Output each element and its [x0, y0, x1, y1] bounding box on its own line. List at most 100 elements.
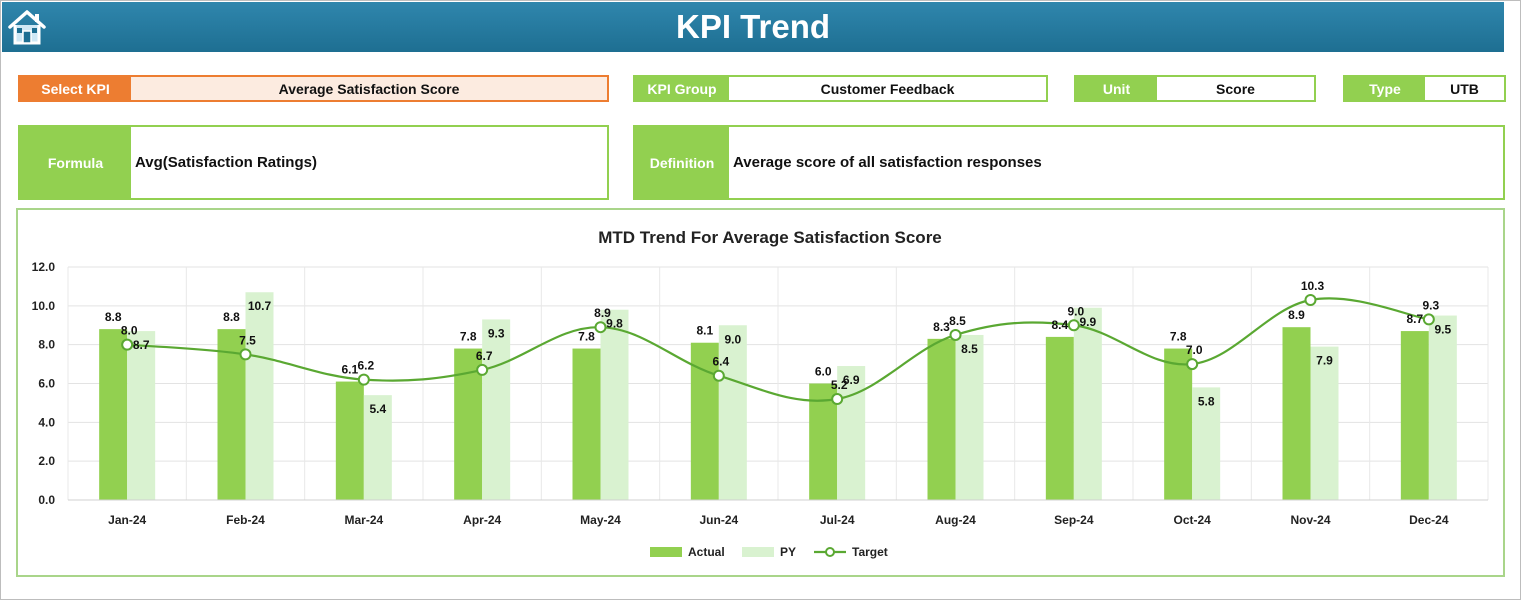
py-bar — [482, 319, 511, 500]
target-data-label: 6.2 — [357, 359, 374, 373]
definition-value: Average score of all satisfaction respon… — [733, 154, 1042, 171]
legend-py-swatch — [742, 547, 774, 557]
type-field: Type UTB — [1343, 75, 1506, 102]
x-tick-label: Jul-24 — [820, 513, 855, 527]
py-data-label: 10.7 — [248, 299, 272, 313]
target-point — [121, 338, 134, 351]
py-bar — [1310, 346, 1339, 500]
actual-data-label: 8.3 — [933, 320, 950, 334]
formula-label: Formula — [20, 127, 131, 198]
target-point — [1186, 358, 1199, 371]
target-point — [357, 373, 370, 386]
py-bar — [718, 325, 747, 500]
home-icon[interactable] — [6, 7, 48, 47]
py-bar — [955, 334, 984, 500]
py-bar — [1073, 307, 1102, 500]
legend-py-label: PY — [780, 545, 796, 559]
y-tick-label: 10.0 — [32, 299, 56, 313]
target-point — [949, 328, 962, 341]
py-data-label: 5.8 — [1198, 394, 1215, 408]
py-data-label: 8.7 — [133, 338, 150, 352]
legend-target-label: Target — [852, 545, 888, 559]
actual-data-label: 6.1 — [341, 363, 358, 377]
actual-data-label: 8.7 — [1406, 312, 1423, 326]
actual-data-label: 6.0 — [815, 365, 832, 379]
actual-bar — [572, 348, 601, 500]
y-tick-label: 12.0 — [32, 260, 56, 274]
target-data-label: 7.5 — [239, 333, 256, 347]
py-data-label: 9.9 — [1079, 315, 1096, 329]
target-point — [594, 321, 607, 334]
py-data-label: 9.5 — [1434, 323, 1451, 337]
unit-value: Score — [1216, 80, 1255, 97]
actual-data-label: 8.8 — [105, 310, 122, 324]
py-bar — [1428, 315, 1457, 500]
formula-field: Formula Avg(Satisfaction Ratings) — [18, 125, 609, 200]
target-data-label: 7.0 — [1186, 343, 1203, 357]
actual-bar — [1282, 327, 1311, 500]
py-data-label: 9.3 — [488, 326, 505, 340]
actual-bar — [1400, 331, 1429, 500]
target-data-label: 6.7 — [476, 349, 493, 363]
actual-data-label: 8.1 — [696, 324, 713, 338]
target-point — [1422, 313, 1435, 326]
target-data-label: 5.2 — [831, 378, 848, 392]
actual-bar — [99, 329, 128, 500]
type-label: Type — [1345, 77, 1425, 100]
py-data-label: 6.9 — [843, 373, 860, 387]
y-tick-label: 4.0 — [38, 415, 55, 429]
unit-label: Unit — [1076, 77, 1157, 100]
actual-data-label: 8.4 — [1051, 318, 1068, 332]
legend-actual-label: Actual — [688, 545, 725, 559]
actual-data-label: 7.8 — [1170, 330, 1187, 344]
y-tick-label: 8.0 — [38, 338, 55, 352]
x-tick-label: Oct-24 — [1173, 513, 1211, 527]
x-tick-label: Dec-24 — [1409, 513, 1449, 527]
target-point — [1067, 319, 1080, 332]
py-data-label: 7.9 — [1316, 354, 1333, 368]
py-bar — [600, 309, 629, 500]
chart-panel: MTD Trend For Average Satisfaction Score… — [16, 208, 1505, 577]
target-data-label: 9.0 — [1067, 304, 1084, 318]
py-data-label: 9.0 — [724, 332, 741, 346]
header-bar: KPI Trend — [2, 2, 1504, 52]
select-kpi-label: Select KPI — [20, 77, 131, 100]
x-tick-label: Nov-24 — [1290, 513, 1330, 527]
target-data-label: 10.3 — [1301, 279, 1325, 293]
actual-data-label: 7.8 — [460, 330, 477, 344]
target-point — [831, 393, 844, 406]
actual-bar — [1045, 336, 1074, 500]
x-tick-label: Aug-24 — [935, 513, 976, 527]
actual-bar — [927, 338, 956, 500]
actual-bar — [690, 342, 719, 500]
target-line — [127, 297, 1430, 402]
chart-title: MTD Trend For Average Satisfaction Score — [598, 228, 942, 247]
x-tick-label: May-24 — [580, 513, 621, 527]
legend-actual-swatch — [650, 547, 682, 557]
select-kpi-value[interactable]: Average Satisfaction Score — [131, 77, 607, 100]
x-tick-label: Jun-24 — [699, 513, 738, 527]
actual-data-label: 8.8 — [223, 310, 240, 324]
definition-label: Definition — [635, 127, 729, 198]
kpi-group-field: KPI Group Customer Feedback — [633, 75, 1048, 102]
target-point — [239, 348, 252, 361]
actual-bar — [1164, 348, 1193, 500]
kpi-group-label: KPI Group — [635, 77, 729, 100]
x-tick-label: Jan-24 — [108, 513, 146, 527]
target-data-label: 9.3 — [1422, 298, 1439, 312]
py-data-label: 8.5 — [961, 342, 978, 356]
actual-data-label: 8.9 — [1288, 308, 1305, 322]
x-tick-label: Apr-24 — [463, 513, 501, 527]
y-tick-label: 6.0 — [38, 377, 55, 391]
select-kpi-field[interactable]: Select KPI Average Satisfaction Score — [18, 75, 609, 102]
py-bar — [363, 395, 392, 500]
py-bar — [245, 292, 274, 500]
target-data-label: 8.5 — [949, 314, 966, 328]
kpi-group-value: Customer Feedback — [820, 80, 955, 97]
target-data-label: 6.4 — [712, 355, 729, 369]
py-bar — [837, 366, 866, 500]
type-value: UTB — [1450, 80, 1479, 97]
kpi-trend-chart: MTD Trend For Average Satisfaction Score… — [32, 228, 1489, 559]
actual-bar — [809, 383, 838, 500]
legend-target-marker — [825, 547, 835, 557]
